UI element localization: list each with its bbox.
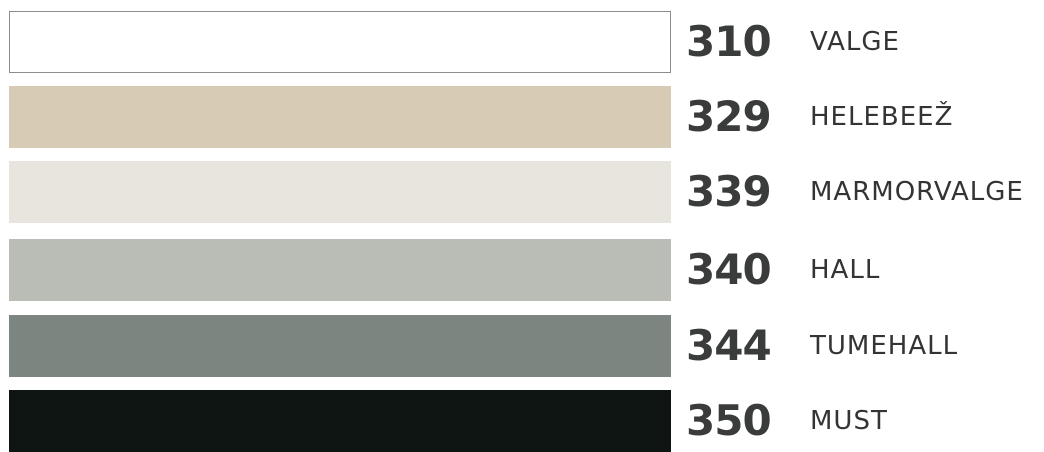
color-swatch bbox=[9, 11, 671, 73]
color-row-344: 344 TUMEHALL bbox=[0, 315, 1044, 377]
color-swatch bbox=[9, 161, 671, 223]
color-swatch bbox=[9, 315, 671, 377]
color-row-350: 350 MUST bbox=[0, 390, 1044, 452]
color-row-310: 310 VALGE bbox=[0, 11, 1044, 73]
color-row-340: 340 HALL bbox=[0, 239, 1044, 301]
color-code: 350 bbox=[686, 396, 772, 445]
color-row-329: 329 HELEBEEŽ bbox=[0, 86, 1044, 148]
color-swatch bbox=[9, 390, 671, 452]
color-row-339: 339 MARMORVALGE bbox=[0, 161, 1044, 223]
color-code: 329 bbox=[686, 92, 772, 141]
color-name: TUMEHALL bbox=[810, 331, 959, 361]
color-name: HALL bbox=[810, 255, 881, 285]
color-name: HELEBEEŽ bbox=[810, 102, 954, 132]
color-swatch bbox=[9, 239, 671, 301]
color-name: VALGE bbox=[810, 27, 900, 57]
color-swatch bbox=[9, 86, 671, 148]
color-code: 340 bbox=[686, 245, 772, 294]
color-code: 310 bbox=[686, 17, 772, 66]
color-name: MARMORVALGE bbox=[810, 177, 1024, 207]
color-name: MUST bbox=[810, 406, 888, 436]
color-code: 339 bbox=[686, 167, 772, 216]
color-code: 344 bbox=[686, 321, 772, 370]
